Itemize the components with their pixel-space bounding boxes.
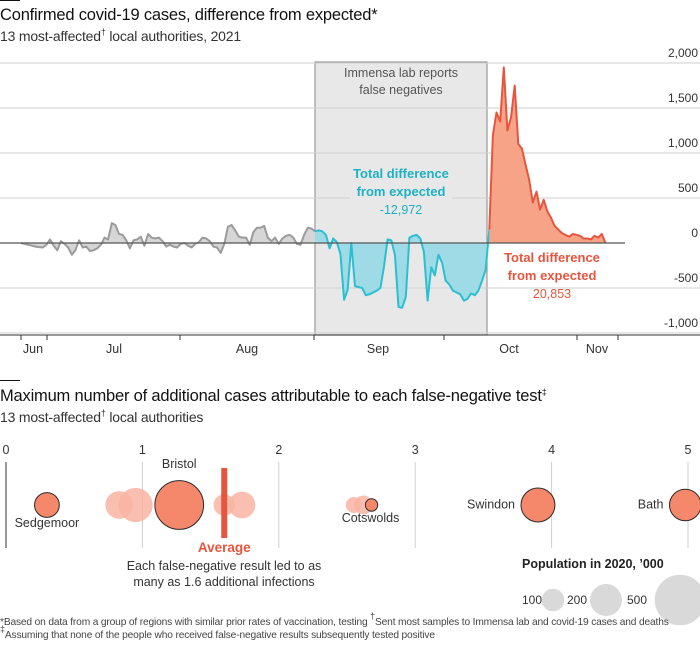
x-tick-label: 1 [139, 443, 146, 457]
bubble-label: Bath [638, 497, 664, 511]
header-rule-2 [0, 380, 20, 381]
y-tick-label: 1,000 [668, 136, 698, 150]
shaded-period-label: false negatives [359, 83, 442, 97]
bubble-sedgemoor [34, 492, 60, 518]
line-before [20, 222, 316, 256]
legend-title: Population in 2020, ’000 [522, 557, 664, 571]
legend-bubble [654, 574, 700, 626]
chart2-subtitle: 13 most-affected† local authorities [0, 408, 204, 426]
annotation-value: -12,972 [380, 203, 422, 217]
x-tick-label: Oct [499, 342, 519, 356]
timeseries-chart: 2,000 1,500 1,000 500 -500 -1,000 0 Jun Jul Aug Se… [0, 46, 700, 356]
x-tick-label: Jun [23, 342, 43, 356]
bubble-label: Cotswolds [342, 511, 400, 525]
chart2-title: Maximum number of additional cases attri… [0, 387, 547, 405]
y-tick-label: 0 [691, 226, 698, 240]
x-tick-label: 2 [275, 443, 282, 457]
x-tick-label: Aug [236, 342, 258, 356]
x-tick-label: 3 [412, 443, 419, 457]
area-before [21, 223, 316, 255]
x-tick-label: Jul [106, 342, 122, 356]
bubble-bristol [154, 480, 205, 530]
legend-label: 500 [627, 593, 647, 607]
bubble-label: Bristol [162, 457, 197, 471]
bubble-cotswolds [364, 498, 379, 512]
annotation-label: from expected [508, 268, 597, 283]
x-tick-label: Nov [586, 342, 609, 356]
legend-bubble [541, 588, 565, 612]
bubble-swindon [520, 487, 556, 523]
y-tick-label: 2,000 [668, 46, 698, 60]
area-during [315, 229, 490, 308]
legend-bubble [590, 584, 622, 616]
average-note: Each false-negative result led to as [127, 559, 322, 573]
area-after [489, 67, 606, 243]
chart1-title: Confirmed covid-19 cases, difference fro… [0, 6, 378, 24]
annotation-value: 20,853 [533, 287, 571, 301]
line-after [488, 66, 607, 244]
bubble [118, 487, 153, 523]
annotation-bg [527, 272, 577, 286]
annotation-label: from expected [357, 184, 446, 199]
annotation-label: Total difference [353, 166, 449, 181]
bubble-label: Swindon [467, 497, 515, 511]
bubble-bath [668, 488, 700, 522]
legend-label: 200 [567, 593, 587, 607]
chart1-subtitle: 13 most-affected† local authorities, 202… [0, 27, 241, 45]
annotation-label: Total difference [504, 250, 600, 265]
average-label: Average [198, 540, 251, 555]
y-tick-label: 1,500 [668, 91, 698, 105]
shaded-period-label: Immensa lab reports [344, 66, 458, 80]
average-note: many as 1.6 additional infections [133, 575, 314, 589]
bubble-label: Sedgemoor [15, 516, 80, 530]
header-rule [0, 0, 20, 1]
x-tick-label: 4 [548, 443, 555, 457]
x-tick-label: 0 [3, 443, 10, 457]
legend-label: 100 [522, 593, 542, 607]
annotation-bg [350, 160, 452, 204]
x-tick-label: Sep [367, 342, 389, 356]
x-tick-label: 5 [685, 443, 692, 457]
y-tick-label: 500 [678, 181, 698, 195]
y-tick-label: -500 [674, 271, 698, 285]
bubble [228, 491, 256, 519]
line-during [314, 229, 491, 309]
footnote: *Based on data from a group of regions w… [0, 611, 669, 642]
y-tick-label: -1,000 [664, 316, 698, 330]
